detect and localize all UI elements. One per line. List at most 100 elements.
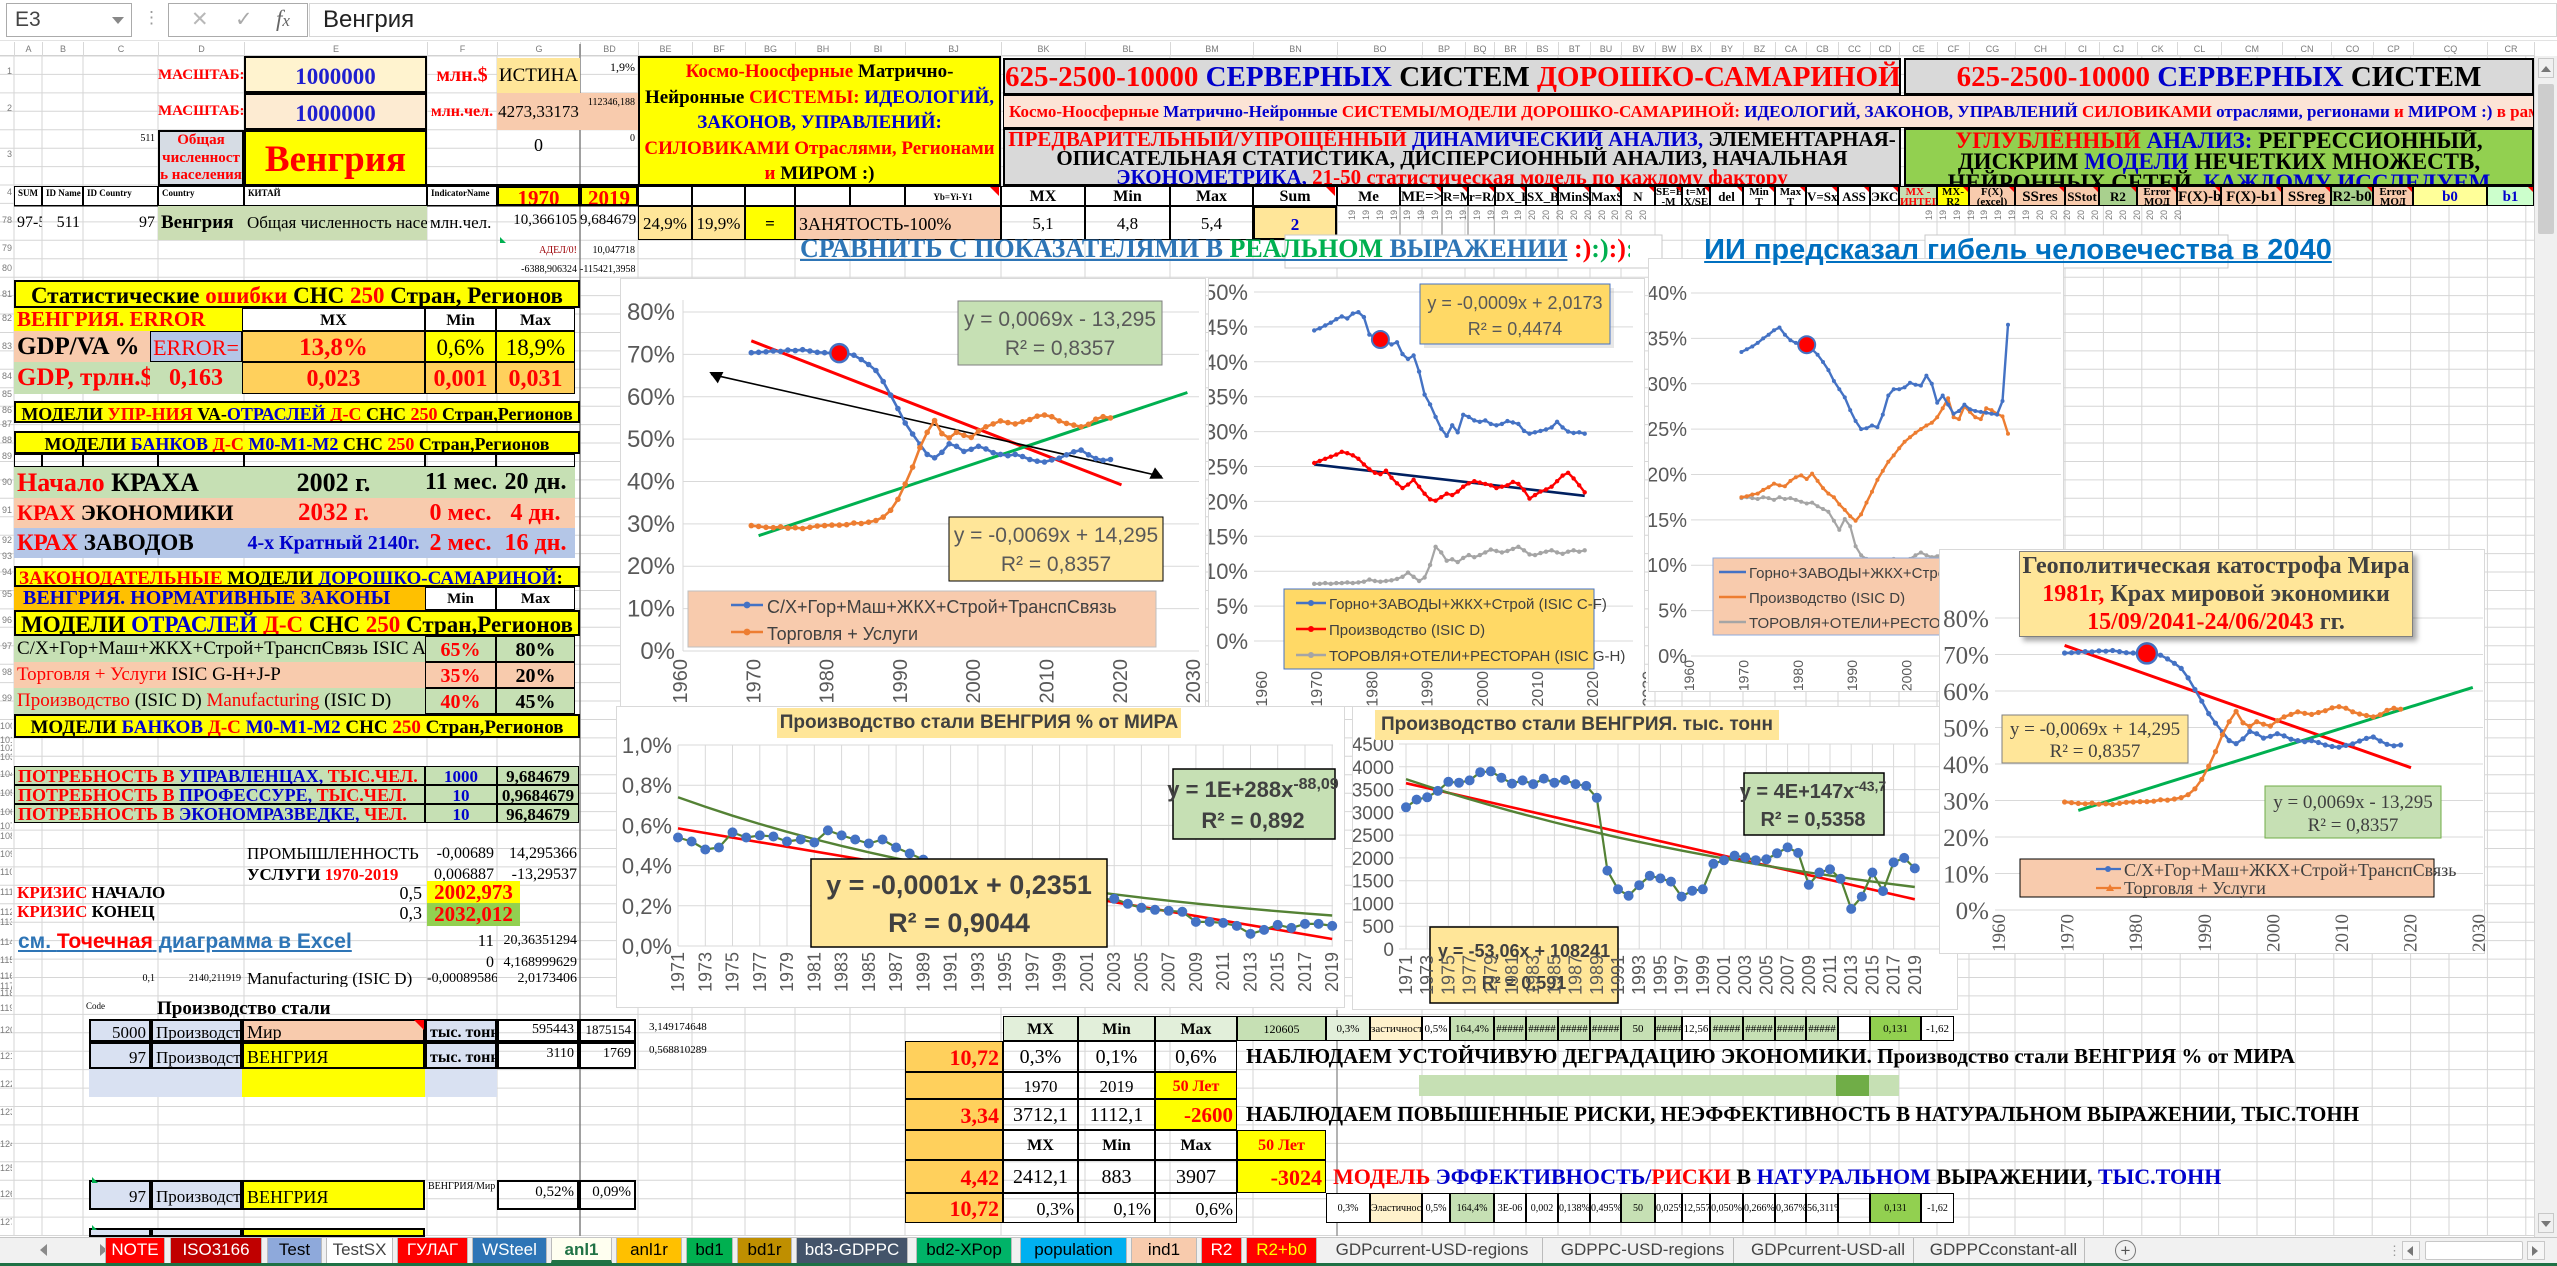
svg-text:1990: 1990 xyxy=(1420,671,1437,707)
svg-text:30%: 30% xyxy=(1943,789,1989,816)
svg-text:2030: 2030 xyxy=(1183,659,1205,704)
svg-text:10%: 10% xyxy=(627,596,675,623)
svg-text:1985: 1985 xyxy=(1544,955,1564,995)
svg-text:19: 19 xyxy=(1361,210,1371,220)
svg-text:80%: 80% xyxy=(1943,606,1989,633)
svg-text:0,4%: 0,4% xyxy=(622,854,672,879)
svg-text:1980: 1980 xyxy=(2126,914,2147,952)
svg-text:1975: 1975 xyxy=(1438,955,1458,995)
svg-text:0%: 0% xyxy=(1956,898,1989,925)
svg-text:20: 20 xyxy=(1555,210,1565,220)
svg-text:25%: 25% xyxy=(1649,419,1687,441)
svg-text:25%: 25% xyxy=(1209,455,1248,480)
svg-text:20: 20 xyxy=(1583,210,1593,220)
svg-text:10%: 10% xyxy=(1209,559,1248,584)
svg-text:2003: 2003 xyxy=(1104,952,1124,992)
svg-text:R² = 0,591: R² = 0,591 xyxy=(1482,973,1567,993)
svg-text:20: 20 xyxy=(1527,210,1537,220)
svg-text:19: 19 xyxy=(1389,210,1399,220)
svg-text:Горно+ЗАВОДЫ+ЖКХ+Строй (ISIC: Горно+ЗАВОДЫ+ЖКХ+Строй (ISIC xyxy=(1749,565,1993,582)
svg-text:0%: 0% xyxy=(1658,646,1687,668)
svg-text:70%: 70% xyxy=(1943,643,1989,670)
svg-text:R² = 0,8357: R² = 0,8357 xyxy=(1005,337,1115,360)
svg-text:20: 20 xyxy=(2173,210,2183,220)
svg-text:1990: 1990 xyxy=(890,659,912,704)
svg-text:20%: 20% xyxy=(627,553,675,580)
svg-text:19: 19 xyxy=(1458,210,1468,220)
svg-text:1973: 1973 xyxy=(695,952,715,992)
svg-text:1997: 1997 xyxy=(1672,955,1692,995)
svg-text:Горно+ЗАВОДЫ+ЖКХ+Строй (ISIC C: Горно+ЗАВОДЫ+ЖКХ+Строй (ISIC C-F) xyxy=(1329,596,1607,613)
svg-text:2020: 2020 xyxy=(1585,671,1602,707)
svg-text:1000: 1000 xyxy=(1353,894,1394,915)
svg-text:y = 4E+147x-43,7: y = 4E+147x-43,7 xyxy=(1740,778,1887,803)
svg-text:R² = 0,4474: R² = 0,4474 xyxy=(1468,319,1563,339)
svg-text:2005: 2005 xyxy=(1131,952,1151,992)
svg-text:35%: 35% xyxy=(1649,328,1687,350)
svg-text:1999: 1999 xyxy=(1050,952,1070,992)
svg-text:1995: 1995 xyxy=(995,952,1015,992)
svg-text:19: 19 xyxy=(2007,210,2017,220)
svg-text:ТОРОВЛЯ+ОТЕЛИ+РЕСТОРАН (ISIC G: ТОРОВЛЯ+ОТЕЛИ+РЕСТОРАН (ISIC G-H) xyxy=(1329,648,1625,665)
svg-text:2011: 2011 xyxy=(1820,955,1840,994)
svg-text:35%: 35% xyxy=(1209,385,1248,410)
svg-text:4500: 4500 xyxy=(1353,735,1394,756)
svg-text:1960: 1960 xyxy=(1254,671,1271,707)
svg-text:19: 19 xyxy=(1966,210,1976,220)
svg-text:45%: 45% xyxy=(1209,315,1248,340)
svg-text:50%: 50% xyxy=(627,426,675,453)
svg-text:2001: 2001 xyxy=(1714,955,1734,995)
svg-text:1977: 1977 xyxy=(750,952,770,992)
svg-text:20%: 20% xyxy=(1649,465,1687,487)
svg-text:y = -0,0001x + 0,2351: y = -0,0001x + 0,2351 xyxy=(826,870,1092,900)
svg-text:20%: 20% xyxy=(1943,825,1989,852)
svg-text:20: 20 xyxy=(2062,210,2072,220)
svg-text:2011: 2011 xyxy=(1213,952,1233,991)
svg-text:y = 0,0069x - 13,295: y = 0,0069x - 13,295 xyxy=(2273,792,2433,813)
svg-text:15%: 15% xyxy=(1649,510,1687,532)
svg-text:20: 20 xyxy=(1541,210,1551,220)
svg-text:y = -53,06x + 108241: y = -53,06x + 108241 xyxy=(1438,941,1610,961)
svg-text:20: 20 xyxy=(2118,210,2128,220)
svg-text:1971: 1971 xyxy=(668,952,688,992)
svg-text:0%: 0% xyxy=(640,638,675,665)
svg-text:2500: 2500 xyxy=(1353,826,1394,847)
svg-text:50%: 50% xyxy=(1209,280,1248,305)
svg-text:19: 19 xyxy=(1979,210,1989,220)
svg-text:19: 19 xyxy=(1416,210,1426,220)
svg-text:20%: 20% xyxy=(1209,489,1248,514)
svg-text:1971: 1971 xyxy=(1396,955,1416,995)
svg-text:2000: 2000 xyxy=(1353,849,1394,870)
svg-text:3000: 3000 xyxy=(1353,803,1394,824)
svg-text:1960: 1960 xyxy=(670,659,692,704)
svg-text:19: 19 xyxy=(1402,210,1412,220)
svg-text:19: 19 xyxy=(1430,210,1440,220)
svg-text:2000: 2000 xyxy=(963,659,985,704)
svg-text:1980: 1980 xyxy=(817,659,839,704)
svg-text:19: 19 xyxy=(1924,210,1934,220)
svg-text:С/Х+Гор+Маш+ЖКХ+Строй+ТранспСв: С/Х+Гор+Маш+ЖКХ+Строй+ТранспСвязь xyxy=(2124,860,2456,880)
svg-text:2019: 2019 xyxy=(1322,952,1342,992)
svg-text:0,0%: 0,0% xyxy=(622,934,672,959)
svg-text:R² = 0,8357: R² = 0,8357 xyxy=(2308,815,2399,836)
svg-text:Торговля + Услуги: Торговля + Услуги xyxy=(767,624,918,644)
svg-text:20: 20 xyxy=(1638,210,1648,220)
svg-text:1983: 1983 xyxy=(832,952,852,992)
svg-text:40%: 40% xyxy=(1943,752,1989,779)
svg-text:0: 0 xyxy=(1383,940,1394,961)
svg-text:20: 20 xyxy=(1610,210,1620,220)
svg-text:1960: 1960 xyxy=(1989,914,2010,952)
svg-text:Производство (ISIC D): Производство (ISIC D) xyxy=(1329,622,1485,639)
svg-text:0,2%: 0,2% xyxy=(622,894,672,919)
svg-text:2013: 2013 xyxy=(1841,955,1861,995)
svg-text:1997: 1997 xyxy=(1022,952,1042,992)
svg-text:2013: 2013 xyxy=(1241,952,1261,992)
svg-text:1993: 1993 xyxy=(1629,955,1649,995)
svg-text:40%: 40% xyxy=(1649,283,1687,305)
svg-text:2019: 2019 xyxy=(1905,955,1925,995)
svg-text:15%: 15% xyxy=(1209,524,1248,549)
svg-text:1973: 1973 xyxy=(1417,955,1437,995)
svg-text:1979: 1979 xyxy=(777,952,797,992)
svg-text:2000: 2000 xyxy=(2263,914,2284,952)
svg-text:20: 20 xyxy=(2076,210,2086,220)
